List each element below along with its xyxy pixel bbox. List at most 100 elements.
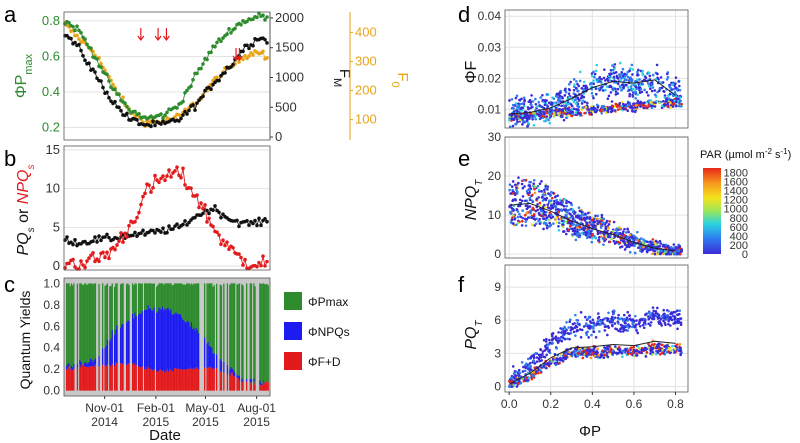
area-phinpqs: [206, 343, 208, 369]
panel-d-point: [582, 95, 585, 99]
panel-c-xtick-year: 2015: [243, 415, 270, 429]
panel-e-point: [533, 185, 537, 188]
panel-f-point: [619, 327, 622, 331]
panel-e-ytick: 0: [494, 247, 501, 261]
panel-e-point: [574, 226, 577, 229]
panel-f-point: [663, 321, 667, 325]
panel-f-point: [663, 316, 666, 320]
series-pqs-point: [219, 215, 223, 220]
area-phinpqs: [126, 322, 128, 366]
series-fm-point: [263, 37, 267, 42]
area-phipmax: [254, 286, 256, 385]
panel-f-point: [547, 363, 551, 366]
panel-f-point: [586, 330, 590, 333]
panel-e-point: [614, 241, 617, 245]
area-phinpqs: [171, 314, 173, 372]
panel-e-point: [600, 213, 604, 217]
panel-f-point: [635, 319, 638, 322]
area-phinpqs: [152, 310, 154, 371]
panel-e-point: [560, 208, 563, 211]
panel-f-point: [545, 337, 548, 341]
panel-a-ytick-right-2: 300: [355, 53, 377, 68]
panel-d-point: [621, 86, 625, 89]
area-phifd: [189, 368, 191, 391]
area-phinpqs: [68, 362, 70, 367]
panel-f-point: [630, 346, 633, 349]
panel-e-point: [510, 218, 514, 222]
series-pqs-point: [97, 234, 101, 238]
series-fm-point: [91, 67, 95, 71]
area-phifd: [156, 371, 158, 391]
panel-f-point: [587, 336, 590, 339]
area-phifd: [267, 382, 269, 391]
series-fm-point: [95, 76, 99, 81]
panel-e-point: [640, 250, 644, 253]
panel-f-point: [678, 309, 682, 312]
area-phipmax: [181, 283, 183, 318]
area-phifd: [122, 364, 124, 391]
panel-e-point: [580, 218, 583, 221]
panel-d-point: [654, 95, 658, 99]
area-phifd: [73, 368, 75, 391]
area-phinpqs: [238, 375, 241, 381]
panel-f-point: [532, 359, 536, 363]
area-phifd: [246, 381, 248, 391]
panel-d-point: [560, 115, 563, 118]
panel-d-point: [675, 88, 679, 91]
panel-d-point: [590, 91, 594, 95]
area-phifd: [198, 369, 200, 391]
area-phipmax: [144, 283, 146, 310]
panel-e-point: [526, 216, 530, 219]
panel-e-point: [513, 217, 517, 221]
panel-f-point: [633, 314, 637, 318]
panel-d-point: [623, 72, 626, 76]
area-phipmax: [80, 283, 82, 362]
panel-d-point: [644, 76, 648, 80]
panel-e-point: [584, 212, 587, 216]
panel-f-point: [582, 325, 586, 328]
panel-f-point: [626, 329, 630, 332]
panel-f-point: [556, 358, 559, 362]
area-phinpqs: [132, 313, 134, 364]
panel-e-point: [515, 186, 518, 190]
area-phinpqs: [140, 313, 142, 368]
panel-f-point: [588, 352, 591, 356]
area-phinpqs: [111, 329, 113, 365]
series-npqs-point: [117, 239, 121, 243]
series-phipmax-point: [265, 15, 269, 19]
area-phinpqs: [94, 358, 97, 365]
area-phipmax: [193, 283, 195, 328]
panel-e-point: [511, 190, 515, 193]
panel-f-point: [517, 368, 521, 372]
area-phipmax: [104, 285, 106, 349]
panel-f-xtick: 0.0: [501, 397, 518, 411]
panel-f-point: [678, 342, 682, 346]
panel-f-frame: [504, 264, 689, 393]
panel-d-point: [582, 84, 586, 88]
area-phinpqs: [79, 360, 81, 365]
series-npqs-point: [219, 242, 223, 247]
panel-d-point: [519, 102, 522, 106]
panel-a-ytick-right-2: 100: [355, 112, 377, 127]
panel-f-point: [567, 332, 571, 336]
panel-e-point: [648, 248, 652, 252]
panel-a-ytick-left: 0.6: [42, 48, 60, 63]
area-phipmax: [76, 283, 79, 365]
panel-e-point: [513, 193, 517, 197]
panel-f-point: [622, 326, 625, 330]
panel-e-point: [584, 216, 588, 220]
panel-f-point: [546, 344, 549, 347]
area-phifd: [153, 369, 155, 391]
area-phipmax: [168, 283, 170, 309]
area-phifd: [116, 363, 118, 391]
panel-d-point: [630, 63, 634, 67]
series-pqs-point: [211, 208, 215, 212]
series-f0-point: [75, 33, 79, 38]
area-phifd: [80, 367, 82, 391]
panel-a-ytick-right-1: 2000: [275, 10, 304, 25]
area-phifd: [76, 367, 79, 391]
series-fm-point: [87, 61, 91, 66]
panel-d-point: [631, 110, 634, 113]
panel-e-point: [509, 220, 513, 224]
panel-d-point: [637, 68, 640, 72]
